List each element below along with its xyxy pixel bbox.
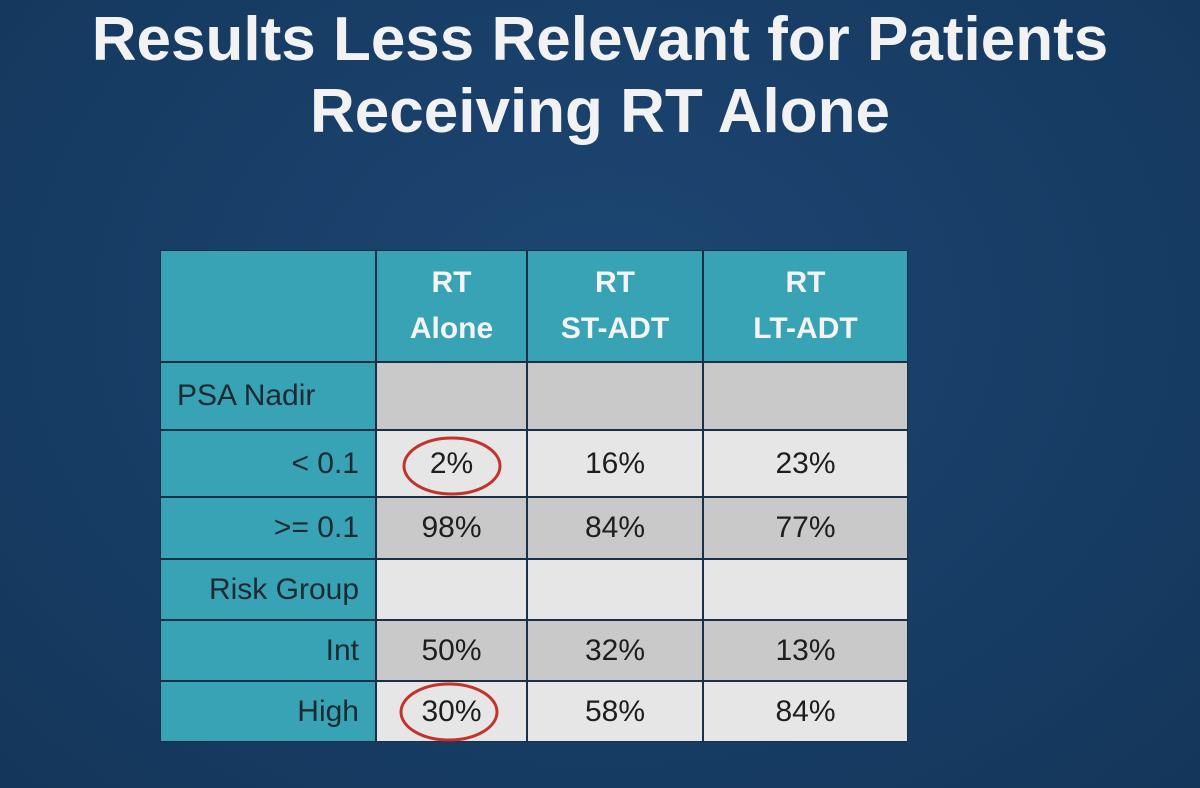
data-cell: 50% [376, 620, 527, 681]
data-cell [527, 362, 703, 430]
row-label: >= 0.1 [160, 497, 376, 559]
column-header: RT ST-ADT [527, 250, 703, 362]
header-line: Alone [409, 312, 494, 345]
data-cell: 84% [703, 681, 908, 742]
title-line: Results Less Relevant for Patients [91, 5, 1109, 74]
row-label: < 0.1 [160, 430, 376, 497]
data-cell: 32% [527, 620, 703, 681]
data-cell [703, 559, 908, 620]
row-label: Risk Group [160, 559, 376, 620]
header-line: LT-ADT [753, 312, 858, 345]
header-line: ST-ADT [560, 312, 670, 345]
data-cell: 84% [527, 497, 703, 559]
header-corner [160, 250, 376, 362]
data-cell [376, 559, 527, 620]
row-label: PSA Nadir [160, 362, 376, 430]
data-cell [527, 559, 703, 620]
header-line: RT [431, 266, 472, 299]
data-cell: 58% [527, 681, 703, 742]
data-cell: 2% [376, 430, 527, 497]
row-label: High [160, 681, 376, 742]
data-cell [376, 362, 527, 430]
data-cell: 16% [527, 430, 703, 497]
data-cell: 30% [376, 681, 527, 742]
column-header: RT LT-ADT [703, 250, 908, 362]
column-header: RT Alone [376, 250, 527, 362]
row-label: Int [160, 620, 376, 681]
data-cell: 98% [376, 497, 527, 559]
data-cell [703, 362, 908, 430]
header-line: RT [785, 266, 826, 299]
data-cell: 23% [703, 430, 908, 497]
header-line: RT [595, 266, 635, 299]
data-cell: 13% [703, 620, 908, 681]
title-line: Receiving RT Alone [310, 77, 890, 146]
data-cell: 77% [703, 497, 908, 559]
